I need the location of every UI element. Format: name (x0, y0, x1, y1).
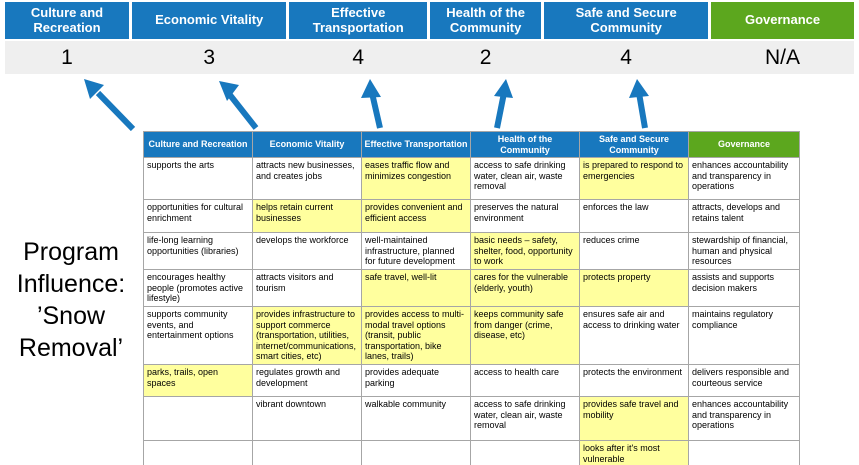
arrow-head-icon (219, 81, 239, 101)
arrow-head-icon (361, 79, 381, 98)
matrix-cell: life-long learning opportunities (librar… (143, 232, 253, 271)
matrix-cell (361, 440, 471, 465)
matrix-cell: access to safe drinking water, clean air… (470, 157, 580, 201)
matrix-cell: ensures safe air and access to drinking … (579, 306, 689, 366)
matrix-cell: safe travel, well-lit (361, 269, 471, 308)
matrix-cell: develops the workforce (252, 232, 362, 271)
matrix-cell: access to health care (470, 364, 580, 398)
pillar-header-1: Economic Vitality (131, 2, 287, 39)
matrix-cell: provides infrastructure to support comme… (252, 306, 362, 366)
matrix-cell: provides safe travel and mobility (579, 396, 689, 442)
matrix-cell: basic needs – safety, shelter, food, opp… (470, 232, 580, 271)
matrix-cell: attracts visitors and tourism (252, 269, 362, 308)
matrix-cell: is prepared to respond to emergencies (579, 157, 689, 201)
matrix-cell: vibrant downtown (252, 396, 362, 442)
matrix-cell: opportunities for cultural enrichment (143, 199, 253, 234)
pillar-header-bar: Culture and Recreation Economic Vitality E… (0, 0, 859, 39)
matrix-cell: delivers responsible and courteous servi… (688, 364, 800, 398)
pillar-header-0: Culture and Recreation (5, 2, 129, 39)
matrix-row-1: opportunities for cultural enrichment hel… (143, 199, 800, 234)
matrix-header-2: Effective Transportation (361, 130, 471, 159)
matrix-cell: provides convenient and efficient access (361, 199, 471, 234)
matrix-header-5: Governance (688, 130, 800, 159)
matrix-row-4: supports community events, and entertain… (143, 306, 800, 366)
matrix-cell: regulates growth and development (252, 364, 362, 398)
matrix-cell: provides access to multi-modal travel op… (361, 306, 471, 366)
matrix-cell: supports community events, and entertain… (143, 306, 253, 366)
matrix-row-3: encourages healthy people (promotes acti… (143, 269, 800, 308)
arrow-head-icon (494, 79, 513, 98)
matrix-cell (143, 440, 253, 465)
matrix-cell: maintains regulatory compliance (688, 306, 800, 366)
matrix-cell: assists and supports decision makers (688, 269, 800, 308)
arrow-head-icon (84, 79, 104, 99)
influence-arrow (95, 90, 136, 131)
matrix-cell: reduces crime (579, 232, 689, 271)
pillar-score-5: N/A (765, 45, 801, 69)
matrix-header-0: Culture and Recreation (143, 130, 253, 159)
program-title: Program Influence: ’Snow Removal’ (16, 238, 126, 363)
arrow-head-icon (629, 79, 649, 98)
matrix-cell: keeps community safe from danger (crime,… (470, 306, 580, 366)
matrix-cell: parks, trails, open spaces (143, 364, 253, 398)
pillar-header-5: Governance (711, 2, 854, 39)
main-content: Program Influence: ’Snow Removal’ Cultur… (0, 130, 859, 465)
influence-arrow (636, 92, 648, 129)
matrix-cell (470, 440, 580, 465)
influence-arrow (369, 92, 383, 129)
matrix-header-row: Culture and Recreation Economic Vitality E… (143, 130, 800, 159)
matrix-cell (688, 440, 800, 465)
matrix-cell: looks after it's most vulnerable (579, 440, 689, 465)
matrix-cell: access to safe drinking water, clean air… (470, 396, 580, 442)
matrix-cell (252, 440, 362, 465)
pillar-score-bar: 1 3 4 2 4 N/A (5, 41, 854, 74)
pillar-score-2: 4 (352, 45, 365, 69)
matrix-cell: protects the environment (579, 364, 689, 398)
matrix-cell: attracts new businesses, and creates job… (252, 157, 362, 201)
matrix-cell: enhances accountability and transparency… (688, 396, 800, 442)
influence-arrow (227, 93, 259, 130)
pillar-score-0: 1 (61, 45, 73, 69)
matrix-cell: enforces the law (579, 199, 689, 234)
matrix-row-5: parks, trails, open spaces regulates grow… (143, 364, 800, 398)
pillar-score-1: 3 (203, 45, 216, 69)
influence-arrows (84, 79, 649, 131)
matrix-cell: well-maintained infrastructure, planned … (361, 232, 471, 271)
pillar-score-4: 4 (620, 45, 632, 69)
matrix-cell: helps retain current businesses (252, 199, 362, 234)
pillar-header-2: Effective Transportation (289, 2, 427, 39)
matrix-row-7: looks after it's most vulnerable (143, 440, 800, 465)
matrix-row-2: life-long learning opportunities (librar… (143, 232, 800, 271)
matrix-cell (143, 396, 253, 442)
influence-arrow (494, 92, 507, 129)
matrix-cell: provides adequate parking (361, 364, 471, 398)
matrix-cell: enhances accountability and transparency… (688, 157, 800, 201)
pillar-header-4: Safe and Secure Community (544, 2, 709, 39)
influence-matrix: Culture and Recreation Economic Vitality E… (143, 130, 800, 465)
matrix-header-3: Health of the Community (470, 130, 580, 159)
matrix-cell: protects property (579, 269, 689, 308)
pillar-score-3: 2 (479, 45, 492, 69)
matrix-cell: stewardship of financial, human and phys… (688, 232, 800, 271)
matrix-row-6: vibrant downtown walkable community access… (143, 396, 800, 442)
matrix-header-1: Economic Vitality (252, 130, 362, 159)
matrix-cell: eases traffic flow and minimizes congest… (361, 157, 471, 201)
matrix-cell: supports the arts (143, 157, 253, 201)
pillar-header-3: Health of the Community (430, 2, 542, 39)
matrix-header-4: Safe and Secure Community (579, 130, 689, 159)
matrix-row-0: supports the arts attracts new businesses… (143, 157, 800, 201)
matrix-cell: encourages healthy people (promotes acti… (143, 269, 253, 308)
matrix-cell: attracts, develops and retains talent (688, 199, 800, 234)
matrix-cell: cares for the vulnerable (elderly, youth… (470, 269, 580, 308)
matrix-cell: walkable community (361, 396, 471, 442)
matrix-cell: preserves the natural environment (470, 199, 580, 234)
